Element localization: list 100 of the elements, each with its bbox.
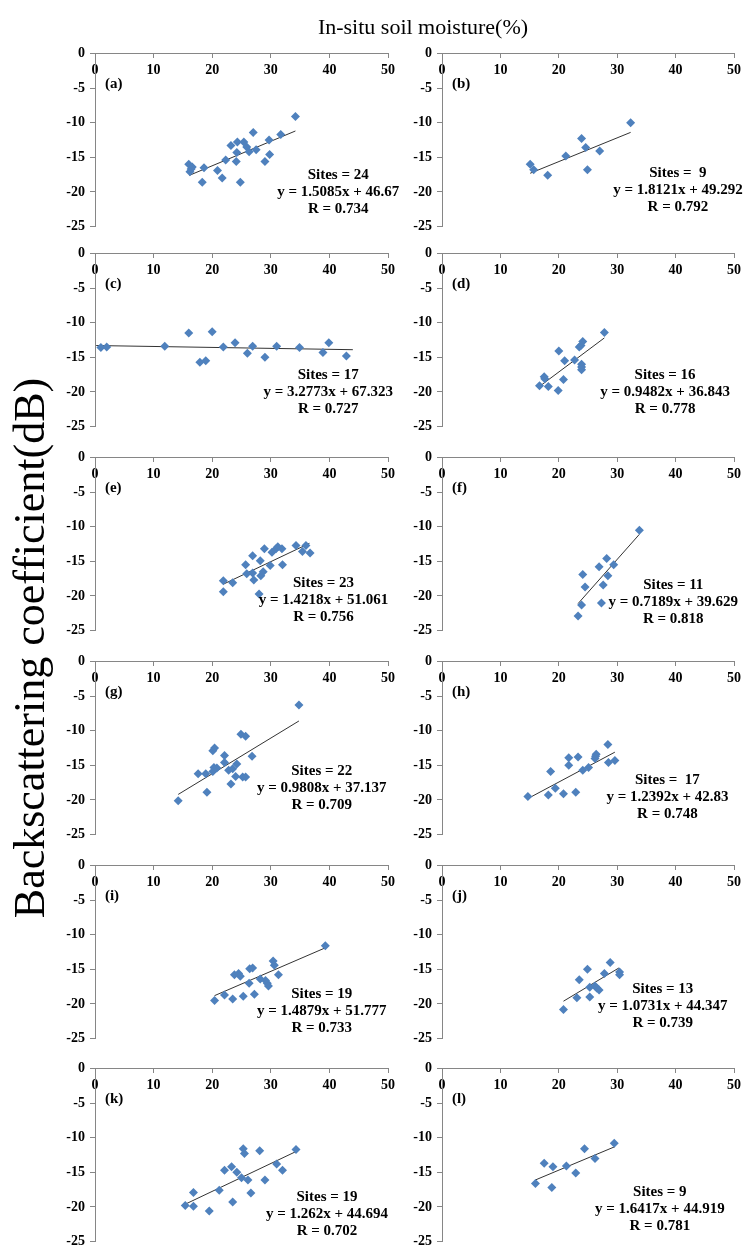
y-tick-label: -10 bbox=[66, 314, 85, 330]
y-tick-label: -20 bbox=[66, 183, 85, 199]
x-tick-label: 20 bbox=[205, 670, 220, 686]
x-tick-label: 30 bbox=[610, 1077, 625, 1093]
x-tick-label: 50 bbox=[381, 262, 395, 278]
y-tick-label: -20 bbox=[413, 995, 432, 1011]
x-tick-label: 40 bbox=[322, 262, 337, 278]
annotation: y = 1.0731x + 44.347 bbox=[597, 997, 729, 1014]
x-tick-label: 30 bbox=[263, 1077, 278, 1093]
y-tick-label: -5 bbox=[73, 279, 85, 295]
y-tick-label: -10 bbox=[413, 314, 432, 330]
y-tick-label: -20 bbox=[413, 383, 432, 399]
x-tick-label: 50 bbox=[381, 670, 395, 686]
annotation: (l) bbox=[451, 1089, 467, 1107]
annotation: (k) bbox=[104, 1089, 124, 1107]
y-tick-label: -15 bbox=[413, 148, 432, 164]
x-tick-label: 30 bbox=[263, 670, 278, 686]
x-tick-label: 40 bbox=[322, 466, 337, 482]
annotation: R = 0.702 bbox=[296, 1222, 358, 1239]
annotation: (i) bbox=[104, 886, 120, 904]
annotation: R = 0.778 bbox=[634, 399, 696, 416]
x-tick-label: 40 bbox=[322, 1077, 337, 1093]
y-tick-label: -25 bbox=[413, 1233, 432, 1249]
x-tick-label: 30 bbox=[263, 874, 278, 890]
y-tick-label: -15 bbox=[66, 1163, 85, 1179]
annotation: R = 0.709 bbox=[291, 795, 353, 812]
y-tick-label: 0 bbox=[78, 245, 85, 261]
x-tick-label: 10 bbox=[146, 466, 161, 482]
annotation: (f) bbox=[451, 478, 467, 496]
x-tick-label: 30 bbox=[263, 262, 278, 278]
y-tick-label: 0 bbox=[425, 1060, 432, 1076]
y-tick-label: -25 bbox=[413, 622, 432, 638]
x-tick-label: 30 bbox=[263, 62, 278, 78]
y-tick-label: -20 bbox=[66, 791, 85, 807]
x-tick-label: 50 bbox=[727, 874, 741, 890]
x-tick-label: 20 bbox=[205, 62, 220, 78]
x-tick-label: 10 bbox=[146, 874, 161, 890]
y-tick-label: -20 bbox=[413, 791, 432, 807]
annotation: y = 3.2773x + 67.323 bbox=[263, 383, 394, 400]
y-tick-label: -10 bbox=[413, 518, 432, 534]
annotation: Sites = 19 bbox=[291, 985, 353, 1002]
y-tick-label: 0 bbox=[425, 245, 432, 261]
y-tick-label: -20 bbox=[413, 183, 432, 199]
y-tick-label: -10 bbox=[66, 926, 85, 942]
annotation: (e) bbox=[104, 478, 122, 496]
y-tick-label: -10 bbox=[66, 1129, 85, 1145]
y-tick-label: -5 bbox=[73, 687, 85, 703]
annotation: (c) bbox=[104, 274, 122, 292]
annotation: R = 0.792 bbox=[647, 198, 709, 215]
x-tick-label: 10 bbox=[493, 466, 508, 482]
x-tick-label: 50 bbox=[727, 670, 741, 686]
annotation: y = 1.4218x + 51.061 bbox=[258, 590, 389, 607]
x-tick-label: 20 bbox=[205, 1077, 220, 1093]
y-tick-label: -10 bbox=[66, 114, 85, 130]
x-tick-label: 50 bbox=[381, 466, 395, 482]
y-tick-label: -15 bbox=[413, 1163, 432, 1179]
x-tick-label: 10 bbox=[493, 670, 508, 686]
y-tick-label: -5 bbox=[420, 483, 432, 499]
annotation: R = 0.818 bbox=[642, 609, 704, 626]
y-tick-label: 0 bbox=[425, 45, 432, 61]
x-tick-label: 20 bbox=[205, 262, 220, 278]
annotation: R = 0.733 bbox=[291, 1019, 353, 1036]
annotation: y = 0.7189x + 39.629 bbox=[608, 592, 739, 609]
x-tick-label: 30 bbox=[610, 874, 625, 890]
y-tick-label: -5 bbox=[420, 279, 432, 295]
y-tick-label: -25 bbox=[66, 826, 85, 842]
x-tick-label: 30 bbox=[610, 262, 625, 278]
y-tick-label: -5 bbox=[420, 79, 432, 95]
y-tick-label: -5 bbox=[420, 1094, 432, 1110]
y-tick-label: -25 bbox=[413, 418, 432, 434]
y-tick-label: -25 bbox=[413, 826, 432, 842]
y-tick-label: 0 bbox=[78, 857, 85, 873]
x-tick-label: 30 bbox=[263, 466, 278, 482]
y-tick-label: -20 bbox=[413, 587, 432, 603]
y-tick-label: -15 bbox=[413, 348, 432, 364]
y-tick-label: 0 bbox=[78, 449, 85, 465]
x-tick-label: 10 bbox=[146, 262, 161, 278]
annotation: R = 0.781 bbox=[629, 1217, 691, 1234]
y-tick-label: -5 bbox=[420, 687, 432, 703]
y-tick-label: 0 bbox=[78, 45, 85, 61]
annotation: Sites = 11 bbox=[643, 575, 704, 592]
annotation: (b) bbox=[451, 74, 471, 92]
annotation: R = 0.727 bbox=[297, 400, 360, 417]
y-tick-label: -20 bbox=[66, 587, 85, 603]
y-tick-label: -25 bbox=[66, 622, 85, 638]
x-axis-title: In-situ soil moisture(%) bbox=[316, 14, 530, 40]
x-tick-label: 10 bbox=[146, 1077, 161, 1093]
x-tick-label: 10 bbox=[493, 262, 508, 278]
annotation: y = 1.5085x + 46.67 bbox=[277, 183, 400, 200]
x-tick-label: 20 bbox=[205, 874, 220, 890]
annotation: R = 0.739 bbox=[632, 1014, 694, 1031]
y-tick-label: -15 bbox=[66, 348, 85, 364]
x-tick-label: 50 bbox=[727, 262, 741, 278]
x-tick-label: 10 bbox=[493, 874, 508, 890]
annotation: y = 1.4879x + 51.777 bbox=[256, 1002, 388, 1019]
y-tick-label: -10 bbox=[66, 518, 85, 534]
x-tick-label: 50 bbox=[381, 874, 395, 890]
annotation: (j) bbox=[451, 886, 467, 904]
x-tick-label: 40 bbox=[668, 874, 683, 890]
annotation: Sites = 23 bbox=[293, 573, 355, 590]
